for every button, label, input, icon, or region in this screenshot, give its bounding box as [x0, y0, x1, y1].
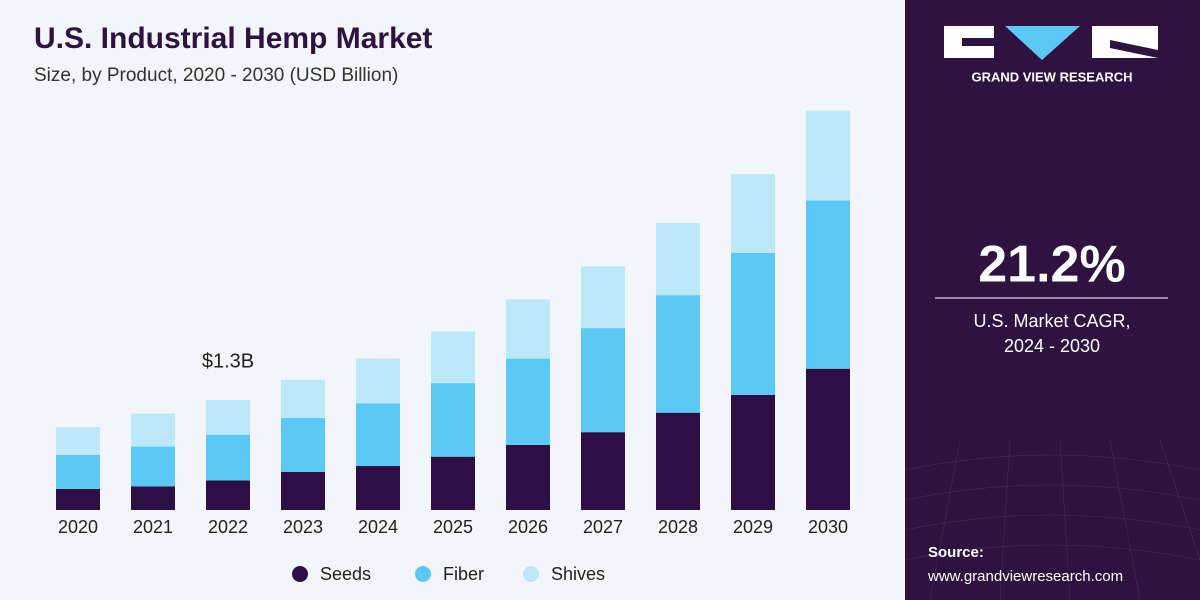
x-tick-label: 2027 — [583, 517, 623, 537]
bar-segment — [506, 358, 550, 445]
bar-segment — [281, 471, 325, 510]
bar-segment — [431, 456, 475, 510]
bar-segment — [131, 413, 175, 447]
bar-segment — [656, 223, 700, 296]
bar-segment — [506, 444, 550, 510]
source-url: www.grandviewresearch.com — [927, 568, 1123, 585]
x-tick-label: 2025 — [433, 517, 473, 537]
x-tick-label: 2029 — [733, 517, 773, 537]
bar-segment — [356, 358, 400, 404]
bar-segment — [431, 331, 475, 384]
x-tick-label: 2021 — [133, 517, 173, 537]
logo — [944, 26, 1158, 60]
bar-segment — [581, 328, 625, 433]
total-label: $1.3B — [202, 350, 254, 372]
bar-segment — [206, 480, 250, 510]
cagr-value: 21.2% — [978, 236, 1125, 294]
x-tick-label: 2024 — [358, 517, 398, 537]
bar-segment — [731, 394, 775, 510]
cagr-caption: 2024 - 2030 — [1004, 336, 1100, 356]
grid-decoration — [904, 439, 1200, 600]
bar-segment — [581, 432, 625, 510]
chart-subtitle: Size, by Product, 2020 - 2030 (USD Billi… — [34, 65, 398, 86]
bar-segment — [206, 400, 250, 435]
legend-label: Shives — [551, 564, 605, 584]
bar-segment — [656, 295, 700, 413]
chart-title: U.S. Industrial Hemp Market — [34, 22, 432, 55]
bar-segment — [806, 200, 850, 369]
legend-swatch — [523, 566, 539, 582]
bar-segment — [131, 486, 175, 510]
legend-label: Fiber — [443, 564, 484, 584]
legend-swatch — [292, 566, 308, 582]
bar-segment — [356, 466, 400, 510]
bar-segment — [806, 368, 850, 510]
x-tick-label: 2026 — [508, 517, 548, 537]
bar-segment — [506, 299, 550, 359]
x-tick-label: 2022 — [208, 517, 248, 537]
bar-segment — [731, 174, 775, 253]
bar-segment — [56, 455, 100, 489]
bar-segment — [431, 383, 475, 457]
bar-segment — [56, 427, 100, 456]
x-tick-label: 2020 — [58, 517, 98, 537]
cagr-caption: U.S. Market CAGR, — [973, 311, 1130, 331]
bar-segment — [56, 488, 100, 510]
x-tick-label: 2028 — [658, 517, 698, 537]
side-panel — [905, 0, 1200, 600]
bar-segment — [581, 266, 625, 329]
source-label: Source: — [928, 544, 984, 561]
x-tick-label: 2023 — [283, 517, 323, 537]
bar-segment — [656, 412, 700, 510]
bar-segment — [281, 417, 325, 472]
bar-segment — [281, 379, 325, 418]
bar-segment — [131, 446, 175, 487]
bar-segment — [356, 403, 400, 467]
bar-segment — [206, 434, 250, 481]
bar-segment — [731, 252, 775, 395]
bar-segment — [806, 110, 850, 201]
legend-swatch — [415, 566, 431, 582]
x-tick-label: 2030 — [808, 517, 848, 537]
brand: GRAND VIEW RESEARCH — [971, 69, 1132, 84]
legend-label: Seeds — [320, 564, 371, 584]
